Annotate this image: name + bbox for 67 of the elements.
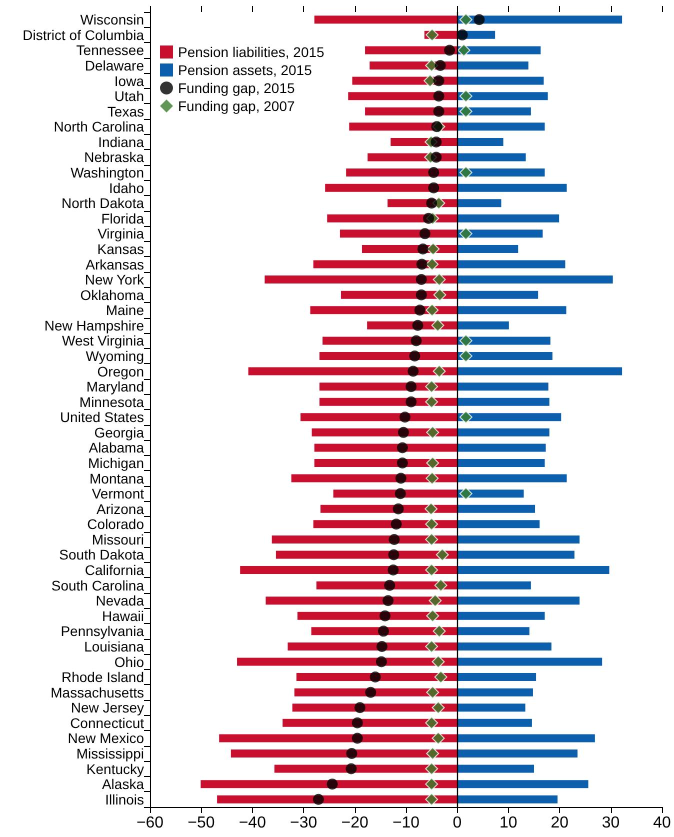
x-tick-label: 10 [500,814,518,832]
y-tick-label: District of Columbia [22,26,144,43]
y-tick-label: Texas [107,103,144,120]
y-tick-label: California [84,562,144,578]
y-tick-label: Utah [114,88,144,104]
y-tick-label: Idaho [108,180,144,196]
y-tick-label: Pennsylvania [60,623,144,640]
y-tick-label: Arizona [96,500,144,517]
legend-label: Pension assets, 2015 [178,62,312,78]
x-tick-label: −10 [392,814,420,832]
y-tick-label: Oregon [97,363,144,380]
y-tick-label: New Jersey [70,700,144,716]
x-tick-label: −50 [188,814,215,832]
x-tick-label: 0 [452,814,462,832]
y-tick-label: United States [60,409,144,426]
y-tick-label: Nebraska [84,149,144,166]
y-tick-label: South Carolina [51,577,144,594]
legend-label: Funding gap, 2007 [178,98,295,114]
x-tick-label: 20 [550,814,569,832]
y-tick-label: Ohio [114,654,144,670]
y-tick-label: Iowa [114,72,144,89]
y-tick-label: Wyoming [86,348,144,364]
y-tick-label: Massachusetts [50,684,144,700]
y-tick-label: Minnesota [79,394,144,410]
y-tick-label: Maine [106,302,144,318]
y-tick-label: Tennessee [76,42,144,58]
y-tick-label: Alabama [88,440,144,456]
legend-label: Funding gap, 2015 [178,80,295,96]
y-tick-label: Kansas [97,240,144,257]
x-tick-label: −20 [341,814,368,832]
x-tick-label: 40 [653,814,671,832]
y-tick-label: Vermont [92,486,144,502]
y-tick-label: Florida [101,210,144,226]
y-tick-label: Mississippi [76,745,144,762]
y-tick-label: Alaska [102,776,144,792]
y-tick-label: North Dakota [62,195,144,212]
y-tick-label: Illinois [105,791,144,808]
y-tick-label: West Virginia [62,332,144,349]
x-tick-label: 30 [602,814,620,832]
y-tick-label: Oklahoma [80,286,144,303]
y-tick-label: Louisiana [84,638,144,654]
x-tick-label: −40 [238,814,266,832]
y-tick-label: South Dakota [59,546,144,563]
y-tick-label: Indiana [98,134,144,150]
y-tick-label: Delaware [84,58,144,74]
y-tick-label: New Mexico [68,730,144,746]
y-tick-label: Washington [70,164,144,181]
y-tick-label: Maryland [86,378,144,395]
y-tick-label: Nevada [96,592,144,609]
x-tick-label: −60 [136,814,164,832]
y-tick-label: New Hampshire [44,317,144,334]
x-tick-label: −30 [290,814,318,832]
y-tick-label: Connecticut [70,714,144,731]
y-tick-label: Rhode Island [61,669,144,686]
y-tick-label: Colorado [87,516,144,532]
y-tick-label: North Carolina [54,118,144,135]
y-tick-label: Montana [90,470,144,486]
y-tick-label: Georgia [94,424,144,440]
y-tick-label: Missouri [92,531,144,548]
y-tick-label: Hawaii [102,608,144,624]
y-tick-label: Kentucky [86,760,144,777]
y-tick-label: Virginia [98,226,144,242]
y-tick-label: New York [84,272,145,288]
y-tick-label: Michigan [88,455,144,472]
y-tick-label: Arkansas [86,256,144,272]
legend-label: Pension liabilities, 2015 [178,44,325,60]
y-tick-label: Wisconsin [80,12,144,28]
